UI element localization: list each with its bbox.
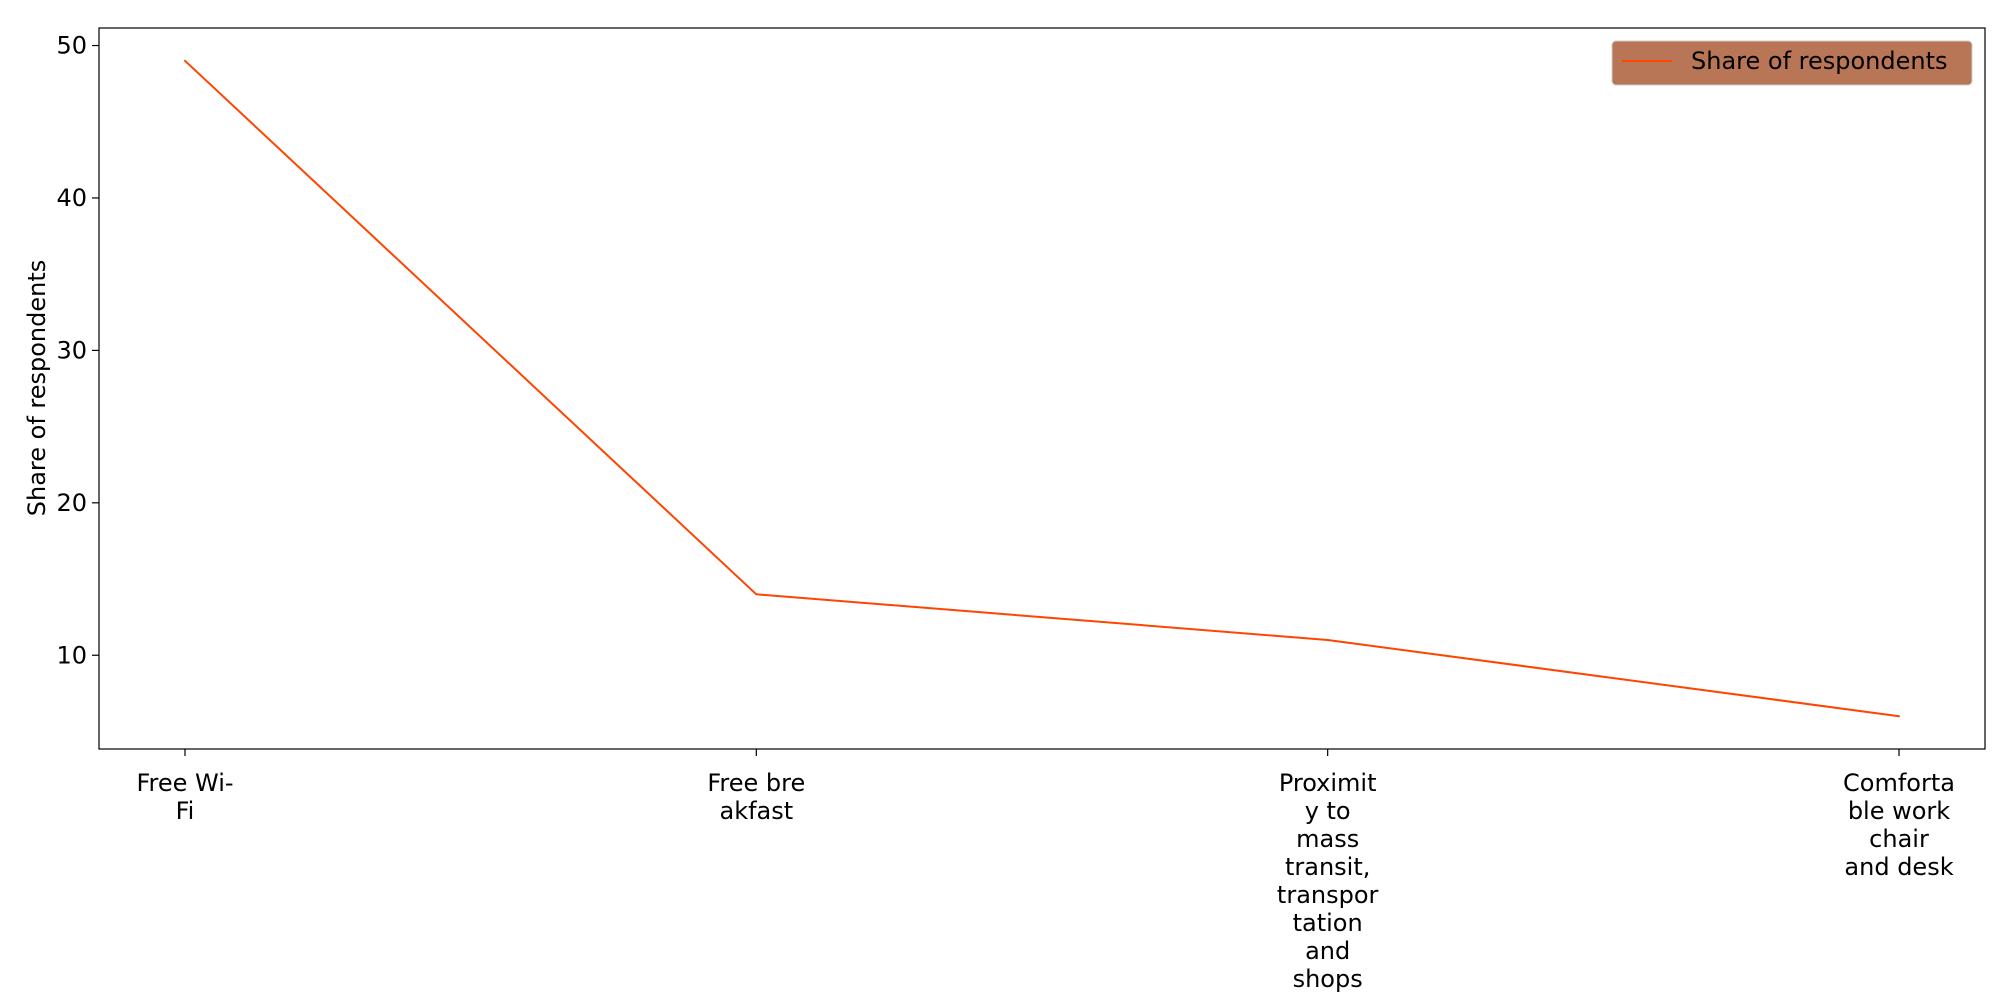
x-tick-label-line: chair — [1869, 825, 1929, 853]
data-point — [1898, 715, 1900, 718]
y-tick-label: 30 — [56, 336, 87, 364]
x-tick-label-line: transit, — [1285, 853, 1370, 881]
x-tick-label-line: and desk — [1844, 853, 1953, 881]
x-tick-label: Free Wi-Fi — [136, 769, 233, 825]
plot-area — [98, 27, 1986, 750]
series-layer — [184, 59, 1900, 718]
x-tick-label-line: tation — [1293, 909, 1363, 937]
x-tick-label-line: Free bre — [707, 769, 805, 797]
x-tick-label-line: mass — [1296, 825, 1359, 853]
x-tick-label-line: Proximit — [1279, 769, 1377, 797]
x-tick-label: Comforta ble work chair and desk — [1843, 769, 1955, 881]
x-tick-label-line: and — [1305, 937, 1350, 965]
data-point — [184, 59, 186, 62]
data-point — [1326, 639, 1329, 642]
x-axis: Free Wi-Fi Free bre akfast Proximit y to mass… — [136, 749, 1955, 993]
y-tick-label: 10 — [56, 641, 87, 669]
legend-label: Share of respondents — [1691, 47, 1948, 75]
series-line — [184, 60, 1900, 718]
x-tick-label-line: akfast — [719, 797, 793, 825]
x-tick-label-line: y to — [1305, 797, 1351, 825]
data-point — [755, 593, 758, 596]
y-tick-label: 50 — [56, 32, 87, 60]
legend-box — [1611, 40, 1973, 86]
x-tick-label: Free bre akfast — [707, 769, 805, 825]
x-tick-label-line: ble work — [1848, 797, 1950, 825]
x-tick-label-line: Fi — [176, 797, 195, 825]
y-axis-title: Share of respondents — [23, 260, 51, 517]
x-tick-label-line: Free Wi- — [136, 769, 233, 797]
legend: Share of respondents — [1611, 40, 1973, 86]
y-tick-label: 40 — [56, 184, 87, 212]
x-tick-label-line: shops — [1293, 965, 1363, 993]
y-tick-label: 20 — [56, 489, 87, 517]
y-axis: 10 20 30 40 50 — [56, 32, 99, 669]
x-tick-label: Proximit y to mass transit, transpor tation an… — [1277, 769, 1379, 993]
x-tick-label-line: transpor — [1277, 881, 1379, 909]
x-tick-label-line: Comforta — [1843, 769, 1955, 797]
